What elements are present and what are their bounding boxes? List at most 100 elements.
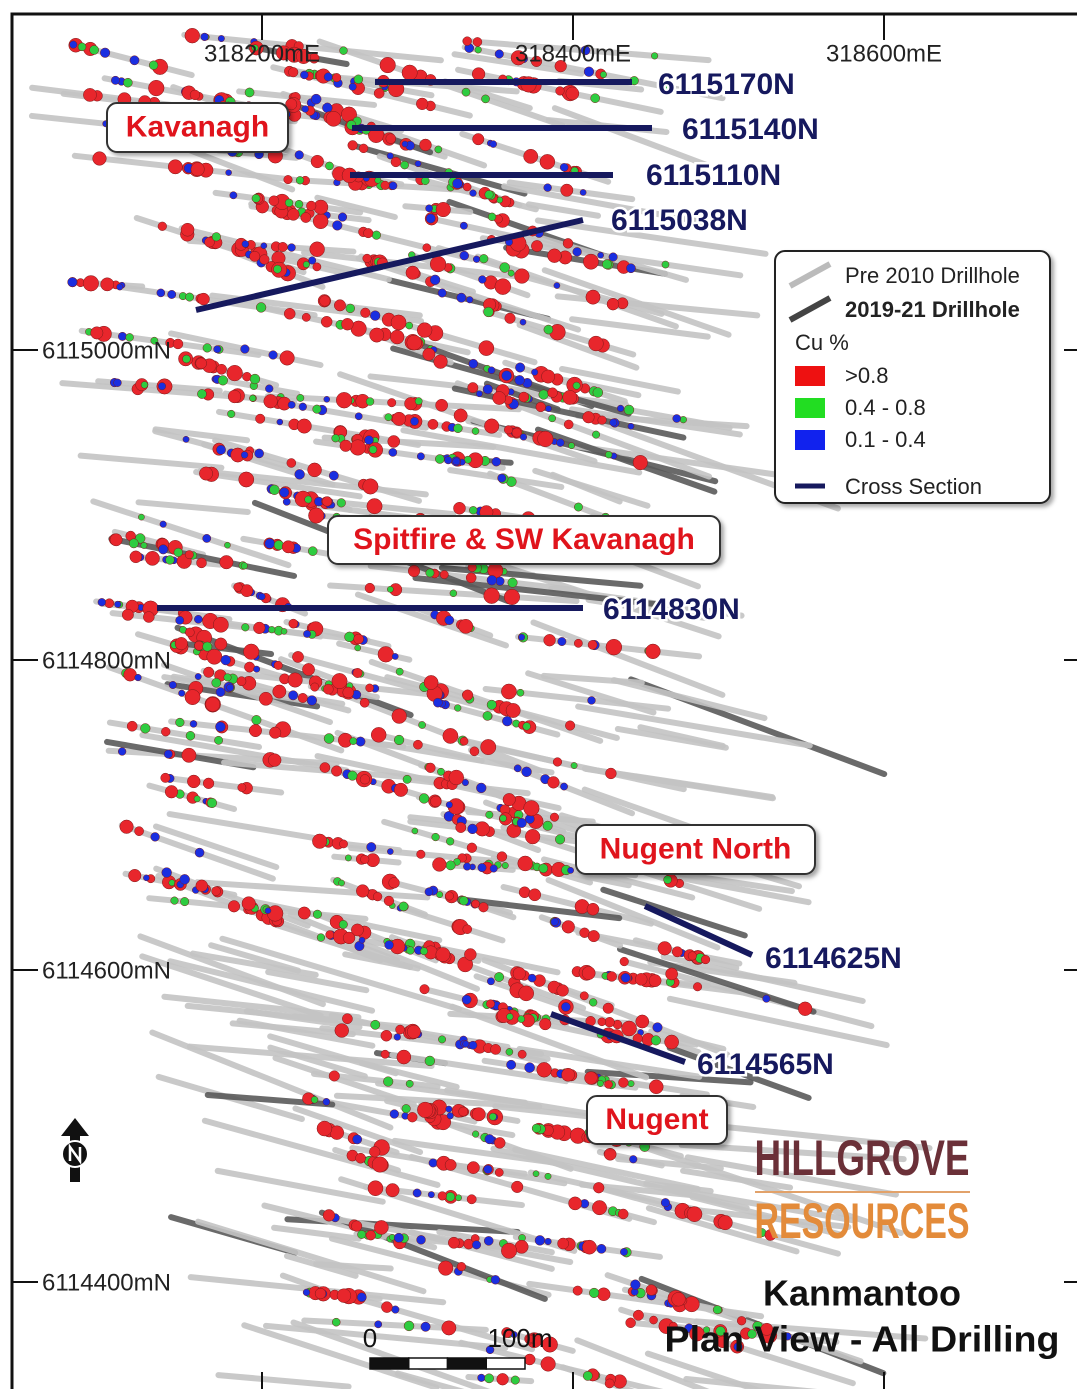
assay-point — [500, 815, 507, 822]
assay-point — [649, 975, 661, 987]
assay-point — [158, 222, 167, 231]
assay-point — [159, 545, 168, 554]
assay-point — [584, 67, 594, 77]
assay-point — [171, 897, 179, 905]
assay-point — [560, 783, 567, 790]
section-label: 6115038N — [611, 204, 748, 237]
assay-point — [255, 449, 264, 458]
assay-point — [532, 1124, 541, 1133]
assay-point — [628, 423, 634, 429]
assay-point — [435, 146, 442, 153]
assay-point — [312, 834, 327, 849]
assay-point — [320, 762, 330, 772]
assay-point — [215, 638, 227, 650]
assay-point — [533, 1171, 539, 1177]
assay-point — [484, 419, 499, 434]
assay-point — [340, 47, 348, 55]
assay-point — [580, 992, 588, 1000]
assay-point — [620, 957, 629, 966]
assay-point — [313, 910, 322, 919]
assay-point — [464, 949, 476, 961]
assay-point — [287, 209, 299, 221]
assay-point — [354, 634, 364, 644]
assay-point — [372, 1157, 388, 1173]
assay-point — [568, 443, 574, 449]
assay-point — [453, 179, 463, 189]
assay-point — [589, 1288, 599, 1298]
assay-point — [605, 1017, 615, 1027]
assay-point — [329, 1071, 340, 1082]
assay-point — [478, 863, 486, 871]
assay-point — [313, 405, 321, 413]
assay-point — [230, 192, 237, 199]
assay-point — [182, 355, 190, 363]
assay-point — [492, 457, 501, 466]
assay-point — [528, 974, 536, 982]
assay-point — [311, 155, 324, 168]
assay-point — [371, 1020, 380, 1029]
assay-point — [168, 160, 182, 174]
assay-point — [186, 731, 195, 740]
assay-point — [311, 94, 321, 104]
assay-point — [387, 398, 395, 406]
assay-point — [571, 762, 577, 768]
northing-label: 6115000mN — [42, 337, 171, 364]
assay-point — [329, 471, 338, 480]
easting-label: 318200mE — [204, 40, 320, 67]
assay-point — [558, 1238, 569, 1249]
assay-point — [295, 151, 304, 160]
assay-point — [356, 885, 369, 898]
assay-point — [339, 920, 347, 928]
title-line2: Plan View - All Drilling — [665, 1319, 1060, 1360]
assay-point — [536, 402, 546, 412]
assay-point — [569, 1197, 582, 1210]
assay-point — [672, 947, 682, 957]
assay-point — [298, 693, 307, 702]
assay-point — [421, 177, 429, 185]
assay-point — [653, 1023, 663, 1033]
assay-point — [495, 50, 504, 59]
assay-point — [525, 829, 540, 844]
assay-point — [174, 548, 183, 557]
assay-point — [651, 1036, 661, 1046]
assay-point — [483, 385, 493, 395]
assay-point — [463, 183, 471, 191]
assay-point — [356, 1153, 366, 1163]
assay-point — [334, 300, 345, 311]
assay-point — [322, 497, 332, 507]
assay-point — [487, 575, 497, 585]
assay-point — [141, 542, 147, 548]
assay-point — [309, 508, 324, 523]
assay-point — [484, 307, 494, 317]
assay-point — [392, 709, 407, 724]
assay-point — [412, 828, 418, 834]
assay-point — [504, 426, 512, 434]
assay-point — [158, 383, 165, 390]
assay-point — [550, 813, 558, 821]
assay-point — [169, 880, 175, 886]
assay-point — [462, 690, 473, 701]
assay-point — [375, 177, 381, 183]
assay-point — [402, 141, 408, 147]
assay-point — [280, 351, 295, 366]
assay-point — [194, 641, 203, 650]
assay-point — [196, 358, 207, 369]
assay-point — [307, 696, 317, 706]
assay-point — [180, 874, 190, 884]
assay-point — [602, 260, 611, 269]
assay-point — [337, 1289, 351, 1303]
assay-point — [649, 1080, 663, 1094]
assay-point — [544, 325, 553, 334]
assay-point — [589, 336, 604, 351]
assay-point — [506, 1013, 513, 1020]
assay-point — [430, 275, 440, 285]
assay-point — [573, 1286, 582, 1295]
assay-point — [438, 289, 446, 297]
legend-swatch — [795, 398, 825, 418]
assay-point — [245, 88, 254, 97]
assay-point — [463, 37, 472, 46]
assay-point — [457, 293, 466, 302]
assay-point — [438, 1192, 447, 1201]
assay-point — [135, 674, 142, 681]
assay-point — [320, 296, 331, 307]
